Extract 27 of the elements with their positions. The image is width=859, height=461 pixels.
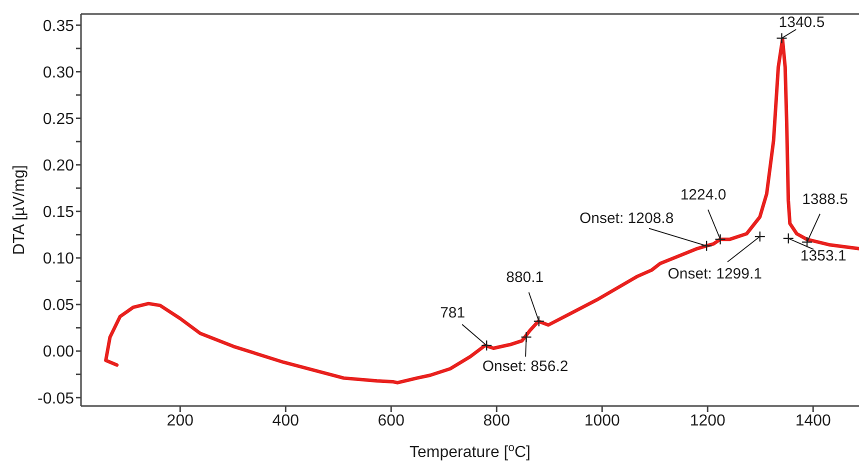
annotation: 1388.5 <box>802 191 848 208</box>
x-tick-label: 600 <box>378 412 405 430</box>
annotation: Onset: 1208.8 <box>579 210 674 227</box>
y-tick-label: 0.25 <box>42 110 74 128</box>
y-tick-label: 0.10 <box>42 250 74 268</box>
x-tick-label: 1400 <box>795 412 832 430</box>
y-tick-label: 0.00 <box>42 344 74 361</box>
y-tick-label: 0.20 <box>42 158 74 175</box>
annotation: Onset: 856.2 <box>482 358 568 376</box>
annotation: 1224.0 <box>680 186 726 204</box>
y-tick-label: 0.30 <box>42 64 74 82</box>
annotation: 1353.1 <box>800 247 846 264</box>
y-axis-title: DTA [µV/mg] <box>11 165 28 255</box>
x-axis-title: Temperature [$^{o}$C] <box>410 442 530 461</box>
y-tick-label: -0.05 <box>38 390 74 408</box>
x-tick-label: 400 <box>272 412 300 430</box>
y-tick-label: 0.05 <box>42 297 74 314</box>
annotation: 781 <box>440 304 466 322</box>
annotation: 1340.5 <box>778 14 825 32</box>
x-tick-label: 1200 <box>690 412 726 430</box>
annotation: 880.1 <box>506 269 544 286</box>
y-tick-label: 0.15 <box>42 204 74 222</box>
annotation: Onset: 1299.1 <box>668 266 762 283</box>
x-tick-label: 800 <box>483 412 510 430</box>
x-tick-label: 200 <box>166 412 194 430</box>
y-tick-label: 0.35 <box>42 18 74 35</box>
x-tick-label: 1000 <box>584 412 620 430</box>
